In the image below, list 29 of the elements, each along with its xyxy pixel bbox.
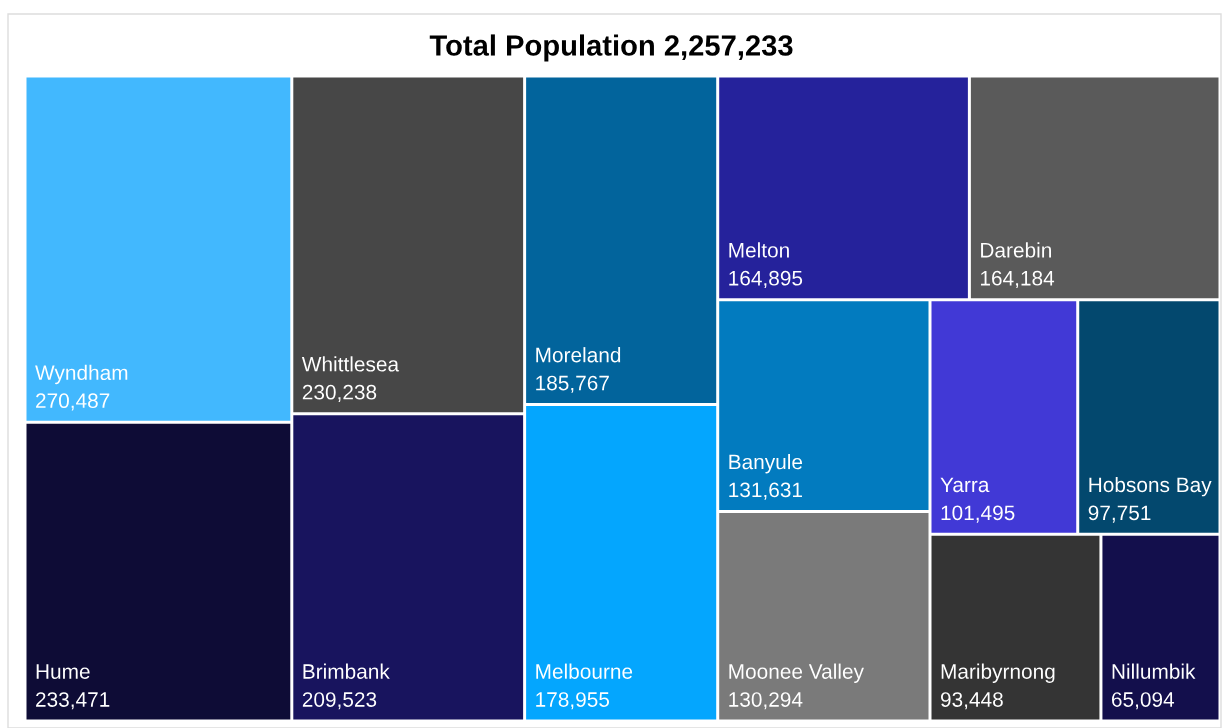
category-label: Hobsons Bay (1089, 476, 1212, 497)
category-label: Darebin (981, 242, 1051, 258)
category-label: Whittlesea (301, 356, 400, 372)
data-label: 270,487 (36, 393, 110, 411)
data-label: 185,767 (536, 375, 609, 393)
category-label: Brimbank (303, 663, 390, 679)
data-label: 164,895 (729, 270, 803, 289)
data-label: 209,523 (302, 692, 377, 710)
category-label: Nillumbik (1112, 663, 1196, 679)
data-label: 178,955 (536, 692, 610, 710)
data-label: 65,094 (1111, 692, 1175, 710)
category-label: Wyndham (35, 364, 128, 385)
category-label: Hume (36, 664, 90, 679)
category-label: Melbourne (536, 663, 633, 679)
data-label: 164,184 (980, 270, 1055, 289)
data-label: 130,294 (729, 692, 803, 710)
text: Total Population 2,257,233 (429, 34, 793, 62)
category-label: Maribyrnong (941, 663, 1055, 683)
category-label: Moreland (536, 347, 621, 363)
category-label: Melton (729, 242, 789, 258)
data-label: 230,238 (302, 384, 377, 403)
data-label: 101,495 (941, 505, 1015, 523)
data-label: 97,751 (1088, 505, 1151, 523)
data-label: 93,448 (940, 692, 1003, 710)
data-label: 233,471 (36, 692, 110, 710)
category-label: Moonee Valley (729, 663, 864, 683)
category-label: Banyule (729, 454, 803, 474)
category-label: Yarra (940, 477, 990, 493)
data-label: 131,631 (729, 482, 802, 500)
